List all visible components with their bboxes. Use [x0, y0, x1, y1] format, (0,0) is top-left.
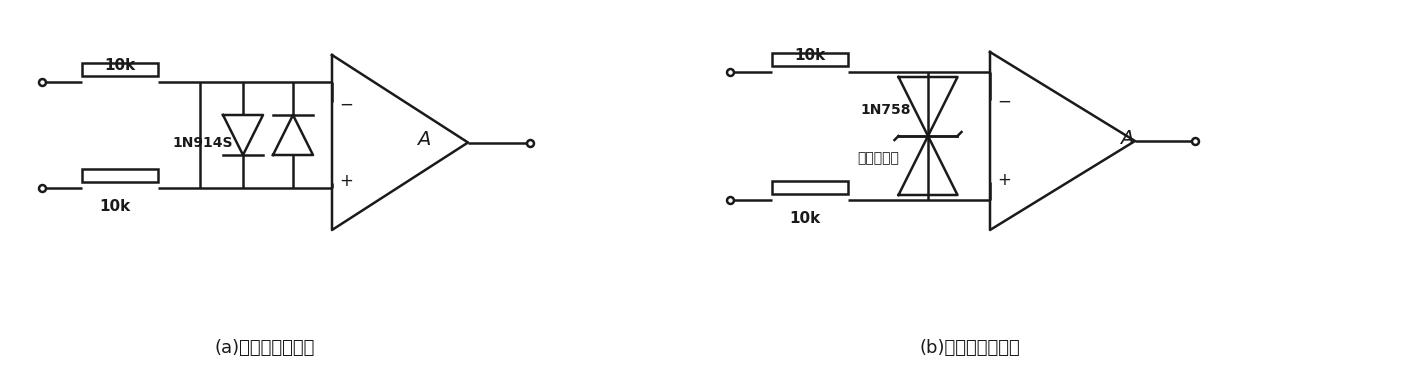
Text: 10k: 10k	[790, 210, 821, 225]
Text: 10k: 10k	[99, 199, 130, 214]
Text: 10k: 10k	[105, 58, 136, 72]
Bar	[773, 52, 848, 66]
Text: A: A	[1119, 128, 1133, 148]
Text: 1N758: 1N758	[860, 103, 911, 117]
Text: −: −	[998, 93, 1010, 111]
Bar	[82, 62, 158, 76]
Text: −: −	[340, 95, 352, 113]
Bar	[82, 169, 158, 182]
Text: 稳压二极管: 稳压二极管	[857, 151, 899, 165]
Text: 10k: 10k	[794, 48, 825, 62]
Text: +: +	[340, 172, 352, 190]
Text: +: +	[998, 171, 1010, 189]
Text: (b)稳压管保护电路: (b)稳压管保护电路	[920, 339, 1020, 357]
Text: 1N914S: 1N914S	[173, 136, 233, 150]
Text: A: A	[417, 130, 430, 149]
Text: (a)二极管保护电路: (a)二极管保护电路	[215, 339, 316, 357]
Bar	[773, 180, 848, 193]
